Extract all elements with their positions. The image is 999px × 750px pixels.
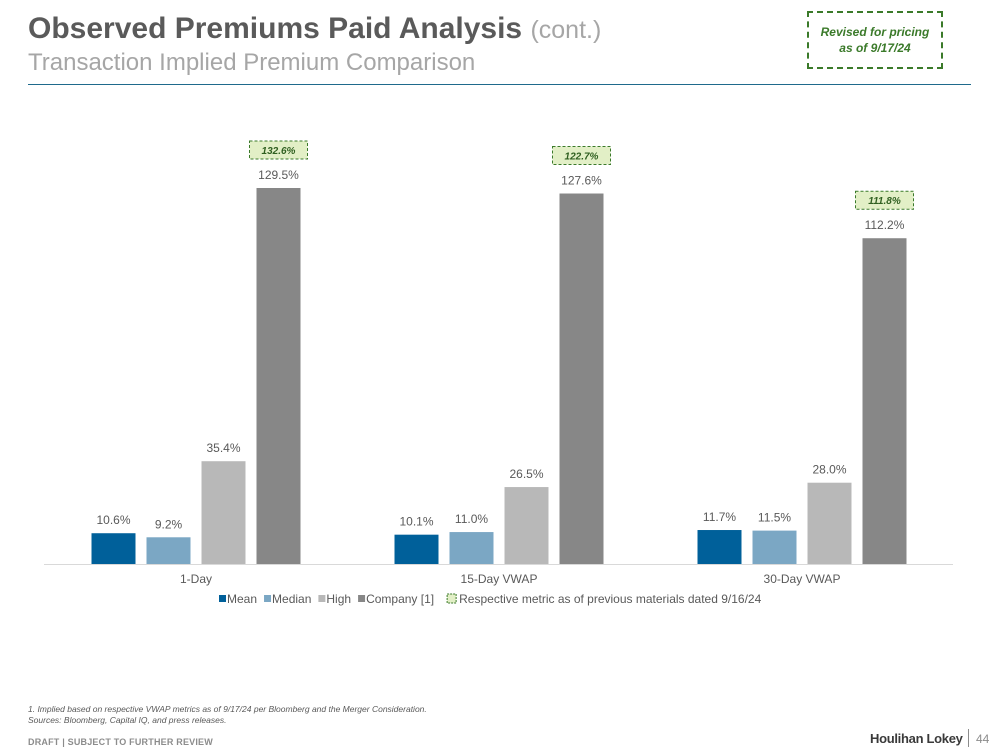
bar-mean-15-day-vwap — [394, 534, 439, 564]
category-label-30-day-vwap: 30-Day VWAP — [764, 572, 841, 586]
page-title-main: Observed Premiums Paid Analysis — [28, 12, 523, 45]
legend-swatch-median — [264, 595, 272, 602]
data-label-company-1-1-day: 129.5% — [258, 168, 299, 182]
data-label-median-30-day-vwap: 11.5% — [758, 511, 791, 525]
data-label-median-15-day-vwap: 11.0% — [455, 512, 488, 526]
bar-high-1-day — [201, 461, 246, 564]
legend-swatch-previous-metric — [446, 593, 457, 604]
bar-median-15-day-vwap — [449, 532, 494, 564]
page-title-suffix: (cont.) — [530, 16, 602, 44]
legend-label-previous-metric: Respective metric as of previous materia… — [459, 592, 761, 606]
previous-metric-box-30-day-vwap — [855, 190, 914, 210]
category-label-15-day-vwap: 15-Day VWAP — [461, 572, 538, 586]
bar-company-1-15-day-vwap — [559, 193, 604, 564]
footer-divider — [968, 729, 969, 747]
bar-company-1-1-day — [256, 188, 301, 564]
legend-label-mean: Mean — [227, 592, 257, 606]
premium-comparison-chart: 10.6% 9.2% 35.4% 129.5% 132.6% 1-Day 10.1% 11.0… — [44, 140, 953, 606]
revised-pricing-text: Revised for pricing as of 9/17/24 — [820, 25, 930, 55]
bar-high-30-day-vwap — [807, 482, 852, 564]
legend-label-median: Median — [272, 592, 311, 606]
data-label-company-1-15-day-vwap: 127.6% — [561, 174, 602, 188]
legend-swatch-mean — [219, 595, 226, 602]
legend-swatch-high — [318, 595, 326, 602]
previous-metric-label-15-day-vwap: 122.7% — [565, 152, 599, 163]
data-label-company-1-30-day-vwap: 112.2% — [865, 218, 905, 232]
data-label-median-1-day: 9.2% — [155, 517, 183, 531]
data-label-mean-30-day-vwap: 11.7% — [703, 510, 736, 524]
title-divider — [28, 84, 971, 85]
bar-median-30-day-vwap — [752, 530, 797, 564]
revised-pricing-note: Revised for pricing as of 9/17/24 — [807, 11, 943, 69]
legend-label-company-1: Company [1] — [366, 592, 434, 606]
legend-label-high: High — [326, 592, 351, 606]
data-label-high-15-day-vwap: 26.5% — [509, 467, 543, 481]
bar-high-15-day-vwap — [504, 487, 549, 564]
footnote-sources: Sources: Bloomberg, Capital IQ, and pres… — [28, 715, 227, 725]
brand-logo: Houlihan Lokey — [870, 731, 963, 746]
data-label-mean-15-day-vwap: 10.1% — [399, 515, 433, 529]
legend-swatch-company-1 — [358, 595, 366, 602]
bar-company-1-30-day-vwap — [862, 238, 907, 565]
category-label-1-day: 1-Day — [180, 572, 212, 586]
bar-mean-1-day — [91, 533, 136, 564]
previous-metric-label-30-day-vwap: 111.8% — [868, 196, 901, 207]
footnotes: 1. Implied based on respective VWAP metr… — [28, 704, 427, 726]
bar-median-1-day — [146, 537, 191, 564]
page-number: 44 — [976, 732, 990, 746]
footnote-1: 1. Implied based on respective VWAP metr… — [28, 704, 427, 714]
previous-metric-label-1-day: 132.6% — [262, 146, 296, 157]
draft-notice: DRAFT | SUBJECT TO FURTHER REVIEW — [28, 737, 213, 747]
bar-mean-30-day-vwap — [697, 530, 742, 564]
previous-metric-box-15-day-vwap — [552, 146, 611, 166]
data-label-high-30-day-vwap: 28.0% — [812, 463, 846, 477]
page-subtitle: Transaction Implied Premium Comparison — [28, 49, 476, 76]
page-title: Observed Premiums Paid Analysis (cont.) — [28, 12, 601, 46]
data-label-mean-1-day: 10.6% — [96, 513, 130, 527]
previous-metric-box-1-day — [249, 140, 308, 160]
data-label-high-1-day: 35.4% — [206, 441, 240, 455]
